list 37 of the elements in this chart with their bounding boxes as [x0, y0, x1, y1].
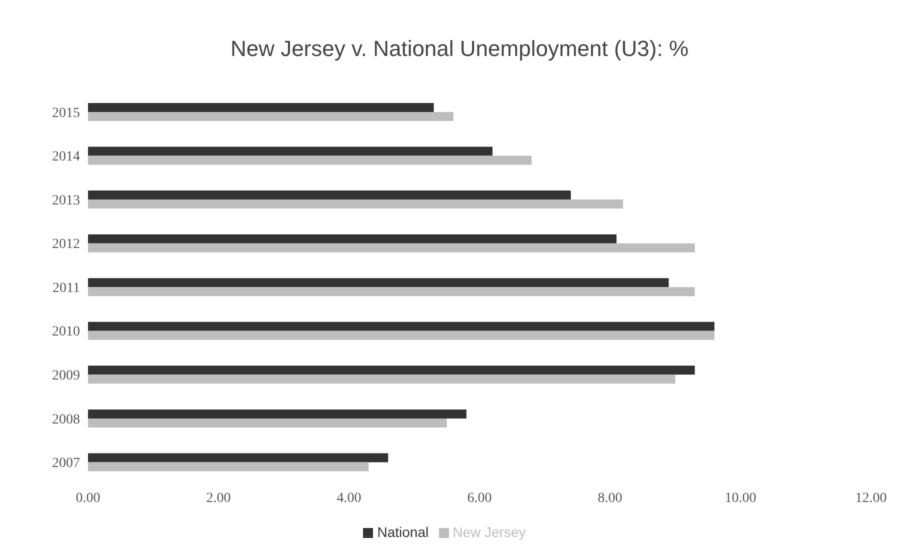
y-tick-label: 2010: [52, 324, 80, 340]
bar: [88, 156, 532, 165]
bar: [88, 322, 714, 331]
bar: [88, 330, 714, 340]
y-tick-label: 2013: [52, 193, 80, 208]
y-tick-label: 2014: [52, 150, 80, 165]
bar: [88, 234, 617, 244]
y-tick-label: 2009: [52, 368, 80, 384]
bar: [88, 112, 454, 121]
y-tick-label: 2008: [52, 412, 80, 428]
bar: [88, 418, 447, 428]
x-tick-label: 12.00: [855, 490, 887, 506]
bar: [88, 453, 388, 462]
y-tick-label: 2015: [52, 106, 80, 121]
legend-label: New Jersey: [452, 524, 526, 540]
bar: [88, 287, 695, 296]
bar: [88, 278, 669, 288]
y-tick-label: 2007: [52, 456, 80, 472]
bar: [88, 366, 695, 375]
bar: [88, 146, 493, 156]
bar: [88, 409, 466, 418]
legend-label: National: [377, 524, 429, 540]
y-tick-label: 2011: [52, 280, 80, 296]
bar: [88, 103, 434, 112]
x-tick-label: 4.00: [336, 490, 362, 506]
bar: [88, 190, 571, 200]
bar: [88, 200, 624, 209]
bar: [88, 374, 676, 384]
x-tick-label: 6.00: [467, 490, 492, 506]
x-tick-label: 8.00: [598, 490, 622, 506]
x-tick-label: 2.00: [206, 490, 231, 506]
x-tick-label: 10.00: [724, 490, 756, 506]
x-tick-label: 0.00: [76, 490, 100, 506]
y-tick-label: 2012: [52, 237, 80, 252]
chart-title: New Jersey v. National Unemployment (U3): %: [229, 35, 690, 63]
bar: [88, 462, 369, 472]
bar: [88, 243, 695, 252]
